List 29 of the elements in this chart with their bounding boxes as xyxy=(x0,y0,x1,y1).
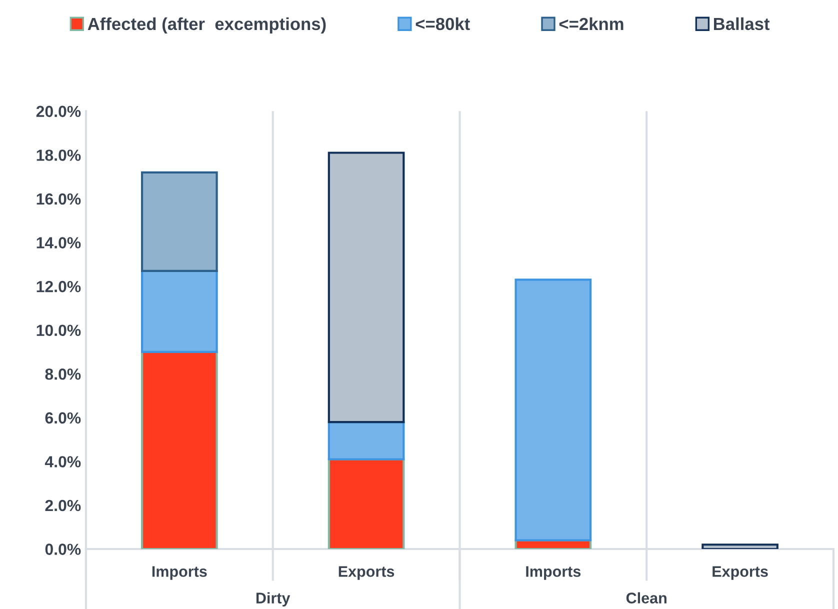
y-tick-label: 10.0% xyxy=(36,324,81,336)
bar xyxy=(140,270,218,354)
x-tick-label: Imports xyxy=(526,566,581,580)
y-tick-label: 18.0% xyxy=(36,150,81,161)
legend-label: <=80kt xyxy=(416,17,470,30)
bar xyxy=(328,152,405,424)
y-tick-label: 6.0% xyxy=(45,412,81,424)
legend-label: <=2knm xyxy=(559,17,624,30)
x-tick-label: Imports xyxy=(152,566,207,580)
bar xyxy=(328,420,405,460)
legend-label: Affected (after excemptions) xyxy=(88,17,326,34)
text: Clean xyxy=(626,592,666,604)
y-tick-label: 12.0% xyxy=(36,280,81,292)
x-tick-label: Exports xyxy=(712,566,768,580)
bar xyxy=(140,350,218,550)
y-tick-label: 16.0% xyxy=(36,193,81,205)
bar xyxy=(328,458,405,550)
bar xyxy=(140,171,218,272)
y-tick-label: 20.0% xyxy=(36,106,81,118)
text: Dirty xyxy=(256,592,290,606)
y-tick-label: 2.0% xyxy=(45,500,81,512)
bar xyxy=(514,278,592,542)
y-tick-label: 4.0% xyxy=(44,456,81,468)
x-tick-label: Exports xyxy=(338,566,394,580)
y-tick-label: 14.0% xyxy=(36,237,81,248)
legend-label: Ballast xyxy=(714,17,770,30)
y-tick-label: 0.0% xyxy=(45,544,81,555)
bar xyxy=(702,544,778,550)
y-tick-label: 8.0% xyxy=(45,368,81,380)
